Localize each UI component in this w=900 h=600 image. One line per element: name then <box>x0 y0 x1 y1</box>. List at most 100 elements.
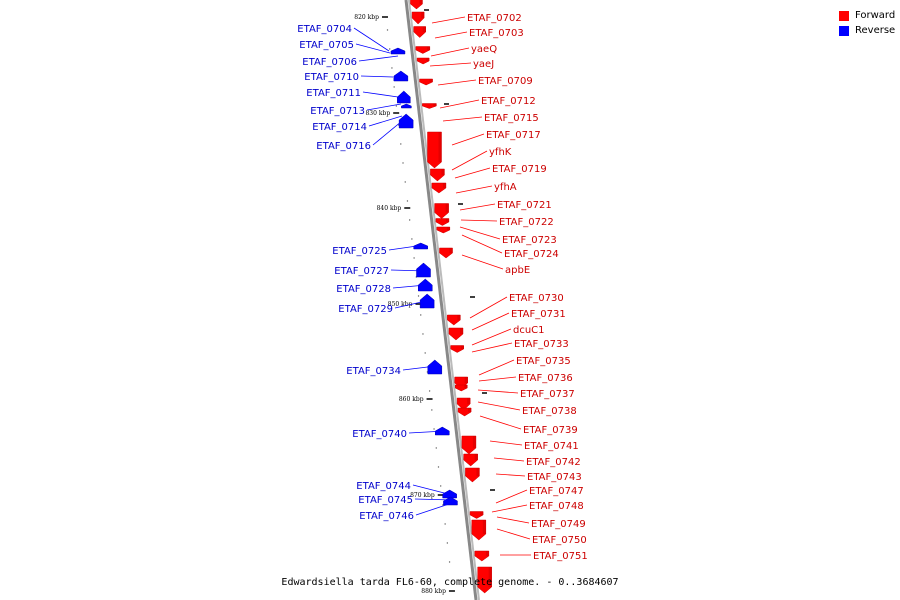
forward-gene-leader <box>439 99 480 109</box>
forward-gene-label: ETAF_0719 <box>492 164 547 175</box>
forward-gene-label: yaeQ <box>471 44 497 55</box>
reverse-gene-leader <box>412 484 453 496</box>
reverse-gene-arrow <box>393 70 409 82</box>
forward-gene-arrow-shade <box>429 79 433 82</box>
legend-item-reverse: Reverse <box>839 23 895 38</box>
ruler-dot <box>451 580 453 582</box>
forward-gene-label: ETAF_0733 <box>514 339 569 350</box>
forward-gene-label: ETAF_0709 <box>478 76 533 87</box>
forward-gene-label: ETAF_0749 <box>531 519 586 530</box>
forward-gene-label: ETAF_0702 <box>467 13 522 24</box>
forward-gene-leader <box>495 473 526 477</box>
reverse-gene-label: ETAF_0746 <box>359 511 414 522</box>
forward-gene-leader <box>461 234 503 254</box>
forward-gene-arrow-shade <box>426 58 430 61</box>
reverse-gene-label: ETAF_0714 <box>312 122 367 133</box>
forward-gene-leader <box>430 47 470 57</box>
reverse-gene-label: ETAF_0716 <box>316 141 371 152</box>
reverse-gene-leader <box>414 498 454 501</box>
forward-gene-label: ETAF_0730 <box>509 293 564 304</box>
forward-gene-leader <box>429 62 472 67</box>
scale-tick-label: 820 kbp <box>354 14 379 21</box>
forward-gene-leader <box>478 359 515 376</box>
ruler-dot <box>437 466 440 468</box>
forward-gene-label: ETAF_0722 <box>499 217 554 228</box>
ruler-dot <box>400 143 402 145</box>
reverse-gene-label: ETAF_0706 <box>302 57 357 68</box>
forward-gene-leader <box>437 79 477 86</box>
reverse-gene-leader <box>368 115 403 127</box>
scale-tick-label: 850 kbp <box>388 301 413 308</box>
reverse-gene-leader <box>402 365 437 371</box>
forward-gene-label: ETAF_0703 <box>469 28 524 39</box>
genome-title: Edwardsiella tarda FL6-60, complete geno… <box>281 577 619 588</box>
ruler-dot <box>393 86 395 88</box>
reverse-gene-label: ETAF_0711 <box>306 88 361 99</box>
reverse-gene-label: ETAF_0745 <box>358 495 413 506</box>
forward-gene-label: yfhK <box>489 147 512 158</box>
forward-gene-arrow-shade <box>459 328 463 334</box>
forward-gene-arrow-shade <box>445 203 449 213</box>
forward-gene-arrow-shade <box>464 385 468 388</box>
legend-label-forward: Forward <box>855 10 896 21</box>
forward-gene-leader <box>495 489 528 504</box>
reverse-gene-arrow <box>443 496 458 506</box>
scale-tick-label: 870 kbp <box>410 492 435 499</box>
forward-gene-leader <box>431 16 466 24</box>
forward-gene-label: ETAF_0748 <box>529 501 584 512</box>
forward-gene-label: ETAF_0747 <box>529 486 584 497</box>
forward-gene-arrow-shade <box>449 248 453 253</box>
forward-gene-label: yaeJ <box>473 59 494 70</box>
ruler-dot <box>431 409 433 411</box>
reverse-gene-leader <box>362 91 399 98</box>
reverse-gene-label: ETAF_0713 <box>310 106 365 117</box>
forward-gene-arrow-shade <box>468 408 472 412</box>
scale-tick-label: 830 kbp <box>365 110 390 117</box>
forward-gene-label: ETAF_0717 <box>486 130 541 141</box>
forward-gene-leader <box>459 226 501 240</box>
forward-gene-label: apbE <box>505 265 530 276</box>
forward-gene-leader <box>451 150 488 171</box>
reverse-gene-label: ETAF_0704 <box>297 24 352 35</box>
legend: Forward Reverse <box>839 8 895 38</box>
forward-gene-label: ETAF_0751 <box>533 551 588 562</box>
forward-gene-arrow-shade <box>426 46 430 50</box>
forward-gene-label: ETAF_0715 <box>484 113 539 124</box>
forward-gene-label: ETAF_0723 <box>502 235 557 246</box>
forward-gene-label: ETAF_0735 <box>516 356 571 367</box>
forward-gene-label: dcuC1 <box>513 325 545 336</box>
forward-gene-arrow-shade <box>480 511 484 515</box>
forward-gene-label: ETAF_0721 <box>497 200 552 211</box>
forward-gene-arrow-shade <box>446 227 450 230</box>
reverse-gene-leader <box>390 269 427 272</box>
ruler-dot <box>417 295 420 297</box>
forward-gene-leader <box>434 31 468 39</box>
reverse-gene-leader <box>353 27 390 52</box>
reverse-gene-arrow <box>401 103 412 109</box>
forward-gene-leader <box>496 516 530 524</box>
ruler-dot <box>428 390 431 392</box>
scale-tick-label: 880 kbp <box>421 588 446 595</box>
backbone-shadow <box>408 0 480 600</box>
forward-gene-arrow-shade <box>476 468 480 476</box>
reverse-gene-arrow <box>416 262 431 278</box>
reverse-gene-leader <box>392 284 427 289</box>
ruler-dot <box>440 485 442 487</box>
ruler-dot <box>446 542 449 544</box>
forward-gene-label: ETAF_0739 <box>523 425 578 436</box>
forward-gene-arrow-shade <box>457 315 461 320</box>
forward-gene-label: ETAF_0731 <box>511 309 566 320</box>
ruler-dot <box>422 333 424 335</box>
forward-gene-arrow-shade <box>422 26 426 32</box>
ruler-dot <box>406 200 409 202</box>
reverse-gene-label: ETAF_0705 <box>299 40 354 51</box>
legend-label-reverse: Reverse <box>855 25 896 36</box>
reverse-gene-arrow <box>390 47 406 55</box>
reverse-swatch <box>839 25 849 36</box>
reverse-gene-label: ETAF_0744 <box>356 481 411 492</box>
forward-gene-leader <box>471 342 513 353</box>
forward-swatch <box>839 10 849 21</box>
ruler-dot <box>420 314 422 316</box>
ruler-dot <box>408 219 411 221</box>
